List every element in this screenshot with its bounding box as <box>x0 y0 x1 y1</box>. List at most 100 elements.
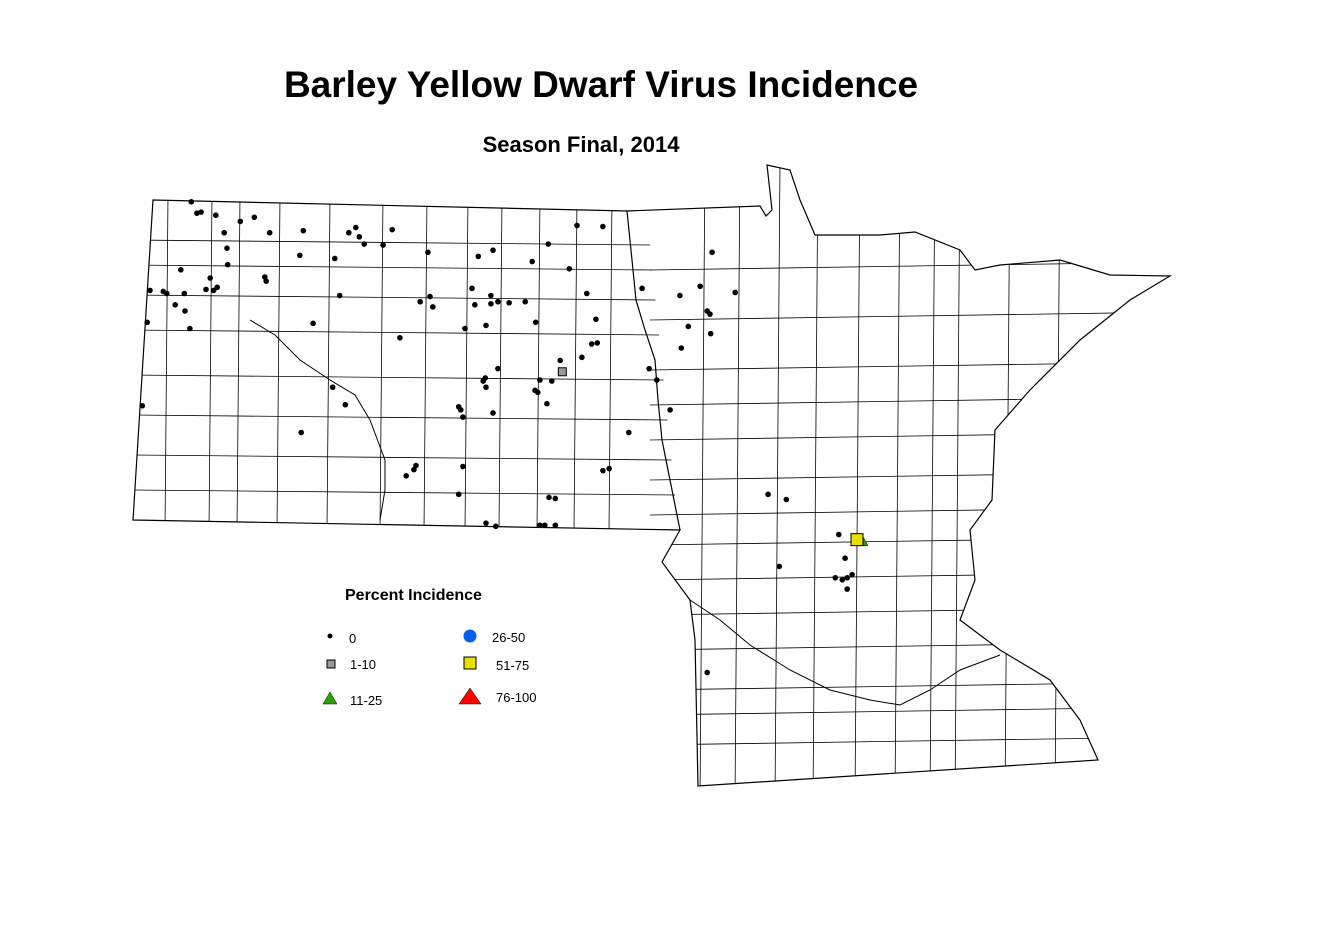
site-marker-0 <box>480 378 487 384</box>
site-marker-0 <box>139 402 146 409</box>
site-marker-0 <box>488 292 494 299</box>
site-marker-0 <box>342 401 349 408</box>
site-marker-0 <box>147 287 153 294</box>
legend-symbol-76-100 <box>458 687 482 705</box>
site-marker-0 <box>237 218 244 225</box>
site-marker-0 <box>455 491 462 498</box>
site-marker-0 <box>403 473 410 479</box>
site-marker-0 <box>606 465 612 472</box>
site-marker-0 <box>221 229 227 236</box>
site-marker-0 <box>490 247 496 254</box>
site-marker-0 <box>600 467 606 474</box>
site-marker-0 <box>413 462 419 469</box>
site-marker-0 <box>462 325 468 332</box>
sample-sites <box>139 199 869 676</box>
site-marker-51-75 <box>850 533 864 547</box>
site-marker-0 <box>332 255 338 262</box>
site-marker-0 <box>356 234 363 240</box>
site-marker-0 <box>380 242 386 248</box>
site-marker-0 <box>198 209 204 215</box>
site-marker-0 <box>224 261 231 268</box>
site-marker-0 <box>579 354 585 361</box>
site-marker-0 <box>704 669 710 676</box>
legend-symbol-1-10 <box>326 659 336 669</box>
site-marker-0 <box>537 522 543 529</box>
site-marker-0 <box>224 245 230 251</box>
site-marker-0 <box>678 345 685 351</box>
site-marker-0 <box>263 278 270 284</box>
site-marker-0 <box>842 555 848 561</box>
site-marker-0 <box>593 316 599 323</box>
nd-mn-border <box>626 210 681 531</box>
site-marker-0 <box>490 410 496 416</box>
site-marker-0 <box>336 292 343 299</box>
site-marker-0 <box>188 199 195 205</box>
site-marker-0 <box>522 298 528 305</box>
site-marker-0 <box>626 429 632 436</box>
site-marker-0 <box>844 586 850 592</box>
site-marker-0 <box>707 330 714 337</box>
site-marker-0 <box>483 322 489 329</box>
site-marker-0 <box>427 293 433 300</box>
site-marker-0 <box>677 292 683 299</box>
site-marker-0 <box>685 323 692 330</box>
site-marker-0 <box>639 285 645 292</box>
site-marker-0 <box>417 298 424 305</box>
site-marker-0 <box>361 241 368 247</box>
site-marker-0 <box>506 299 512 306</box>
site-marker-0 <box>329 384 336 391</box>
site-marker-0 <box>397 334 403 341</box>
site-marker-0 <box>574 222 580 229</box>
county-boundaries <box>133 165 1170 786</box>
legend-label-76-100: 76-100 <box>496 690 537 705</box>
site-marker-0 <box>776 563 783 570</box>
site-marker-0 <box>483 384 489 391</box>
site-marker-0 <box>389 226 396 233</box>
site-marker-0 <box>545 241 552 247</box>
missouri-river <box>249 319 386 521</box>
minnesota-river <box>689 599 1001 706</box>
site-marker-0 <box>544 400 550 407</box>
site-marker-0 <box>469 285 475 292</box>
site-marker-0 <box>430 304 436 310</box>
site-marker-0 <box>709 249 715 256</box>
site-marker-0 <box>144 319 150 326</box>
legend-label-26-50: 26-50 <box>492 630 526 645</box>
site-marker-0 <box>542 522 548 529</box>
site-marker-0 <box>213 212 219 219</box>
site-marker-0 <box>300 227 307 234</box>
site-marker-0 <box>460 414 466 420</box>
site-marker-0 <box>535 389 541 396</box>
site-marker-0 <box>353 224 359 231</box>
legend-symbol-26-50 <box>463 629 477 643</box>
site-marker-0 <box>458 407 464 413</box>
site-marker-0 <box>266 229 273 236</box>
site-marker-0 <box>495 298 501 305</box>
site-marker-0 <box>537 377 543 383</box>
site-marker-0 <box>172 302 178 308</box>
site-marker-0 <box>584 290 590 297</box>
site-marker-0 <box>849 571 855 578</box>
legend-symbol-0 <box>327 633 333 639</box>
site-marker-0 <box>310 320 316 327</box>
site-marker-0 <box>697 283 703 290</box>
state-outline <box>132 164 1173 787</box>
site-marker-0 <box>594 340 601 346</box>
site-marker-0 <box>566 265 573 272</box>
legend-label-51-75: 51-75 <box>496 658 530 673</box>
site-marker-0 <box>203 286 209 293</box>
site-marker-0 <box>646 365 652 372</box>
site-marker-0 <box>298 429 305 436</box>
site-marker-0 <box>187 325 193 332</box>
site-marker-0 <box>460 463 466 470</box>
site-marker-0 <box>557 357 563 364</box>
site-marker-0 <box>251 214 258 221</box>
site-marker-0 <box>488 300 494 307</box>
site-marker-0 <box>707 311 713 317</box>
site-marker-0 <box>472 302 478 308</box>
site-marker-0 <box>164 290 170 297</box>
site-marker-0 <box>495 365 501 372</box>
site-marker-0 <box>732 289 738 296</box>
legend-symbol-11-25 <box>322 691 338 705</box>
